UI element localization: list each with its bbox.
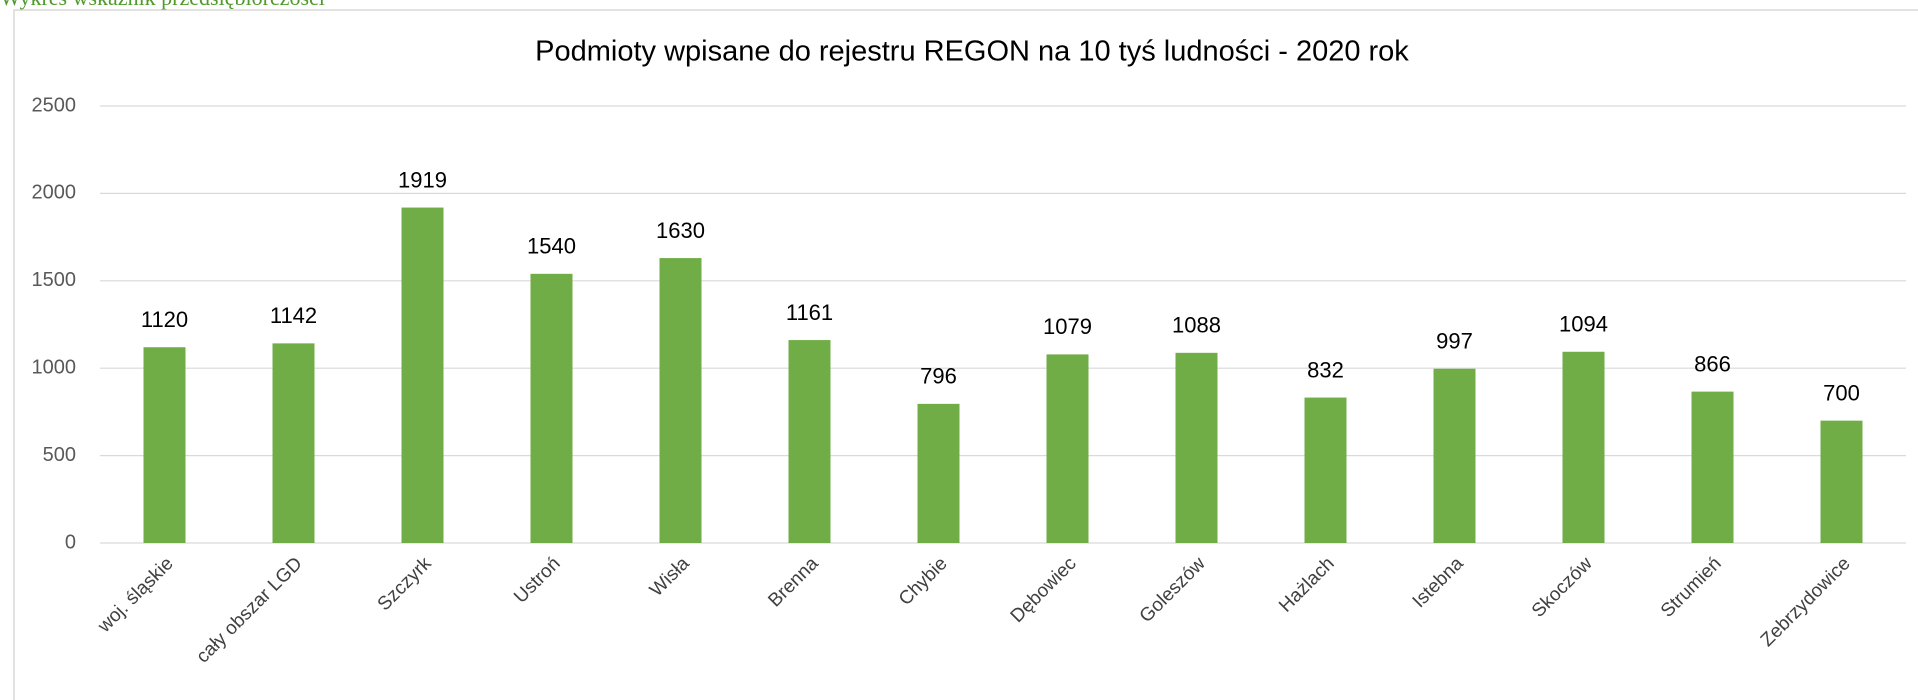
bar: [272, 343, 315, 543]
data-label: 1079: [1043, 314, 1092, 339]
y-tick-label: 2000: [32, 182, 77, 204]
data-label: 1540: [527, 234, 576, 259]
data-label: 1088: [1172, 313, 1221, 338]
bar: [401, 207, 444, 543]
x-tick-label: Zebrzydowice: [1757, 553, 1855, 651]
y-tick-label: 500: [43, 444, 76, 466]
x-tick-label: Skoczów: [1528, 553, 1597, 622]
data-label: 997: [1436, 329, 1473, 354]
y-tick-label: 2500: [32, 94, 77, 116]
x-tick-label: Hażlach: [1275, 553, 1338, 616]
x-tick-label: Chybie: [895, 553, 952, 610]
data-label: 1161: [786, 300, 833, 325]
x-tick-label: Wisła: [646, 553, 694, 601]
bar: [1562, 351, 1605, 543]
x-tick-label: Ustroń: [510, 553, 564, 607]
bar: [659, 258, 702, 543]
x-tick-label: woj. śląskie: [93, 553, 177, 637]
x-tick-label: Istebna: [1409, 553, 1468, 612]
x-tick-label: Szczyrk: [374, 553, 436, 615]
y-tick-label: 1000: [32, 356, 77, 378]
x-tick-label: Goleszów: [1136, 553, 1210, 627]
bar: [1691, 391, 1734, 543]
data-label: 1120: [141, 307, 188, 332]
bar: [1820, 420, 1863, 543]
y-tick-label: 1500: [32, 269, 77, 291]
bar: [530, 273, 573, 543]
data-label: 832: [1307, 357, 1344, 382]
x-tick-label: Strumień: [1657, 553, 1726, 622]
page-header: Wykres wskaźnik przedsiębiorczości: [0, 0, 325, 10]
data-label: 866: [1694, 351, 1731, 376]
bar: [1433, 368, 1476, 543]
data-label: 1919: [398, 167, 447, 192]
bar: [1175, 352, 1218, 543]
bar: [143, 347, 186, 543]
chart-title: Podmioty wpisane do rejestru REGON na 10…: [535, 36, 1409, 68]
data-label: 1630: [656, 218, 705, 243]
chart-frame: [13, 9, 1918, 700]
data-label: 796: [920, 364, 957, 389]
data-label: 1094: [1559, 312, 1608, 337]
data-label: 1142: [270, 303, 317, 328]
x-tick-label: cały obszar LGD: [192, 553, 306, 667]
bar: [1304, 397, 1347, 543]
x-tick-label: Brenna: [764, 553, 822, 611]
bar: [788, 340, 831, 543]
bar: [1046, 354, 1089, 543]
x-tick-label: Dębowiec: [1007, 553, 1081, 627]
y-tick-label: 0: [65, 531, 76, 553]
bar: [917, 403, 960, 543]
data-label: 700: [1823, 380, 1860, 405]
